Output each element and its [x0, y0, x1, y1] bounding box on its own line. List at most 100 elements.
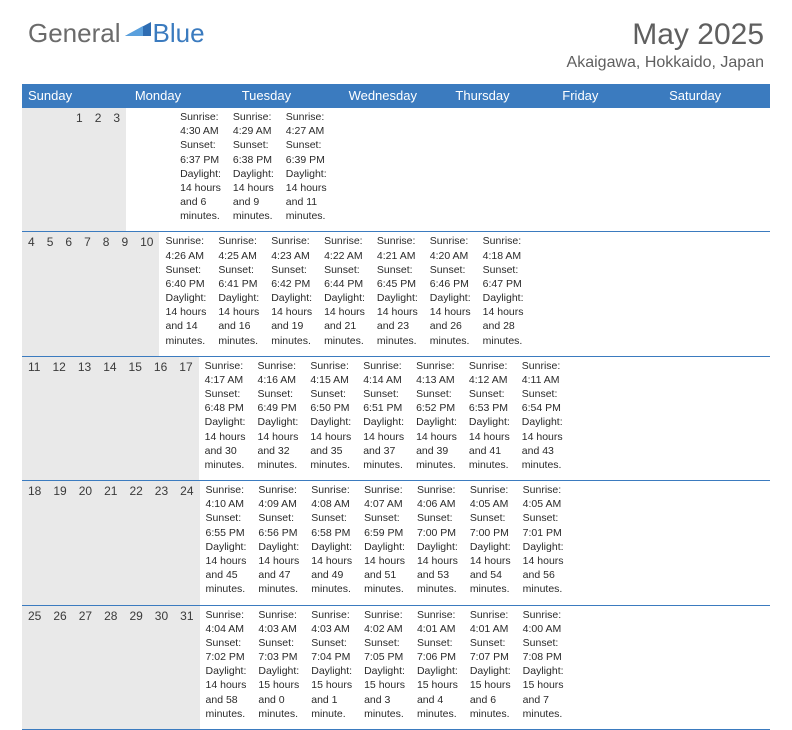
brand-general: General	[28, 18, 121, 49]
day-cell: Sunrise: 4:25 AMSunset: 6:41 PMDaylight:…	[212, 232, 265, 355]
day-number: 26	[47, 606, 72, 729]
daylight-text: Daylight: 14 hours and 49 minutes.	[311, 540, 352, 597]
daylight-text: Daylight: 14 hours and 6 minutes.	[180, 167, 221, 224]
day-number: 9	[115, 232, 134, 355]
day-number: 10	[134, 232, 159, 355]
sunset-text: Sunset: 6:37 PM	[180, 138, 221, 166]
day-number: 4	[22, 232, 41, 355]
sunset-text: Sunset: 7:01 PM	[523, 511, 564, 539]
daylight-text: Daylight: 14 hours and 28 minutes.	[483, 291, 524, 348]
daylight-text: Daylight: 14 hours and 9 minutes.	[233, 167, 274, 224]
day-cell: Sunrise: 4:20 AMSunset: 6:46 PMDaylight:…	[424, 232, 477, 355]
day-number: 17	[173, 357, 198, 480]
day-cell: Sunrise: 4:16 AMSunset: 6:49 PMDaylight:…	[251, 357, 304, 480]
day-cell: Sunrise: 4:08 AMSunset: 6:58 PMDaylight:…	[305, 481, 358, 604]
day-number: 30	[149, 606, 174, 729]
day-number: 3	[107, 108, 126, 231]
day-number: 21	[98, 481, 123, 604]
day-cell: Sunrise: 4:18 AMSunset: 6:47 PMDaylight:…	[477, 232, 530, 355]
day-number: 24	[174, 481, 199, 604]
brand-logo: General Blue	[28, 18, 205, 49]
day-number: 20	[73, 481, 98, 604]
daylight-text: Daylight: 14 hours and 26 minutes.	[430, 291, 471, 348]
sunset-text: Sunset: 6:58 PM	[311, 511, 352, 539]
daylight-text: Daylight: 15 hours and 4 minutes.	[417, 664, 458, 721]
sunset-text: Sunset: 7:05 PM	[364, 636, 405, 664]
day-cell: Sunrise: 4:00 AMSunset: 7:08 PMDaylight:…	[517, 606, 570, 729]
weekday-header: Monday	[129, 84, 236, 108]
day-number-row: 18192021222324	[22, 481, 200, 604]
day-cell: Sunrise: 4:15 AMSunset: 6:50 PMDaylight:…	[304, 357, 357, 480]
day-number: 23	[149, 481, 174, 604]
day-content-row: Sunrise: 4:26 AMSunset: 6:40 PMDaylight:…	[159, 232, 529, 355]
sunset-text: Sunset: 7:07 PM	[470, 636, 511, 664]
calendar-grid: Sunday Monday Tuesday Wednesday Thursday…	[22, 84, 770, 730]
day-cell: Sunrise: 4:30 AMSunset: 6:37 PMDaylight:…	[174, 108, 227, 231]
day-number: 19	[47, 481, 72, 604]
sunset-text: Sunset: 6:54 PM	[522, 387, 563, 415]
daylight-text: Daylight: 15 hours and 1 minute.	[311, 664, 352, 721]
daylight-text: Daylight: 14 hours and 19 minutes.	[271, 291, 312, 348]
day-cell: Sunrise: 4:09 AMSunset: 6:56 PMDaylight:…	[252, 481, 305, 604]
day-cell: Sunrise: 4:21 AMSunset: 6:45 PMDaylight:…	[371, 232, 424, 355]
day-number: 25	[22, 606, 47, 729]
sunset-text: Sunset: 6:45 PM	[377, 263, 418, 291]
day-cell: Sunrise: 4:22 AMSunset: 6:44 PMDaylight:…	[318, 232, 371, 355]
day-number: 16	[148, 357, 173, 480]
sunrise-text: Sunrise: 4:27 AM	[286, 110, 327, 138]
day-cell: Sunrise: 4:07 AMSunset: 6:59 PMDaylight:…	[358, 481, 411, 604]
daylight-text: Daylight: 14 hours and 14 minutes.	[165, 291, 206, 348]
weekday-header: Tuesday	[236, 84, 343, 108]
day-number: 8	[97, 232, 116, 355]
daylight-text: Daylight: 15 hours and 7 minutes.	[523, 664, 564, 721]
day-cell: Sunrise: 4:13 AMSunset: 6:52 PMDaylight:…	[410, 357, 463, 480]
sunset-text: Sunset: 7:06 PM	[417, 636, 458, 664]
day-number: 2	[89, 108, 108, 231]
sunrise-text: Sunrise: 4:09 AM	[258, 483, 299, 511]
sunrise-text: Sunrise: 4:06 AM	[417, 483, 458, 511]
weekday-header: Sunday	[22, 84, 129, 108]
sunset-text: Sunset: 7:04 PM	[311, 636, 352, 664]
daylight-text: Daylight: 14 hours and 32 minutes.	[257, 415, 298, 472]
brand-mark-icon	[125, 18, 151, 41]
calendar-week: 45678910Sunrise: 4:26 AMSunset: 6:40 PMD…	[22, 232, 770, 356]
day-cell: Sunrise: 4:26 AMSunset: 6:40 PMDaylight:…	[159, 232, 212, 355]
sunrise-text: Sunrise: 4:30 AM	[180, 110, 221, 138]
calendar-week: 25262728293031Sunrise: 4:04 AMSunset: 7:…	[22, 606, 770, 730]
sunset-text: Sunset: 6:39 PM	[286, 138, 327, 166]
weekday-header: Friday	[556, 84, 663, 108]
day-number: 5	[41, 232, 60, 355]
day-content-row: Sunrise: 4:30 AMSunset: 6:37 PMDaylight:…	[126, 108, 333, 231]
sunrise-text: Sunrise: 4:23 AM	[271, 234, 312, 262]
daylight-text: Daylight: 14 hours and 47 minutes.	[258, 540, 299, 597]
daylight-text: Daylight: 14 hours and 43 minutes.	[522, 415, 563, 472]
day-cell: Sunrise: 4:02 AMSunset: 7:05 PMDaylight:…	[358, 606, 411, 729]
weekday-header: Saturday	[663, 84, 770, 108]
sunset-text: Sunset: 7:00 PM	[470, 511, 511, 539]
sunrise-text: Sunrise: 4:22 AM	[324, 234, 365, 262]
day-number: 11	[22, 357, 46, 480]
day-number: 29	[123, 606, 148, 729]
sunrise-text: Sunrise: 4:29 AM	[233, 110, 274, 138]
day-number: 12	[46, 357, 71, 480]
sunset-text: Sunset: 6:49 PM	[257, 387, 298, 415]
day-cell: Sunrise: 4:12 AMSunset: 6:53 PMDaylight:…	[463, 357, 516, 480]
daylight-text: Daylight: 14 hours and 39 minutes.	[416, 415, 457, 472]
day-cell: Sunrise: 4:06 AMSunset: 7:00 PMDaylight:…	[411, 481, 464, 604]
daylight-text: Daylight: 14 hours and 16 minutes.	[218, 291, 259, 348]
day-number: 31	[174, 606, 199, 729]
calendar-week: 11121314151617Sunrise: 4:17 AMSunset: 6:…	[22, 357, 770, 481]
daylight-text: Daylight: 14 hours and 23 minutes.	[377, 291, 418, 348]
weekday-header: Thursday	[449, 84, 556, 108]
sunset-text: Sunset: 6:42 PM	[271, 263, 312, 291]
day-cell: Sunrise: 4:23 AMSunset: 6:42 PMDaylight:…	[265, 232, 318, 355]
daylight-text: Daylight: 14 hours and 54 minutes.	[470, 540, 511, 597]
month-title: May 2025	[567, 18, 764, 52]
sunrise-text: Sunrise: 4:18 AM	[483, 234, 524, 262]
day-number: 13	[72, 357, 97, 480]
day-cell	[126, 108, 138, 231]
day-number	[46, 108, 58, 231]
day-number-row: 25262728293031	[22, 606, 200, 729]
sunrise-text: Sunrise: 4:20 AM	[430, 234, 471, 262]
day-number: 7	[78, 232, 97, 355]
